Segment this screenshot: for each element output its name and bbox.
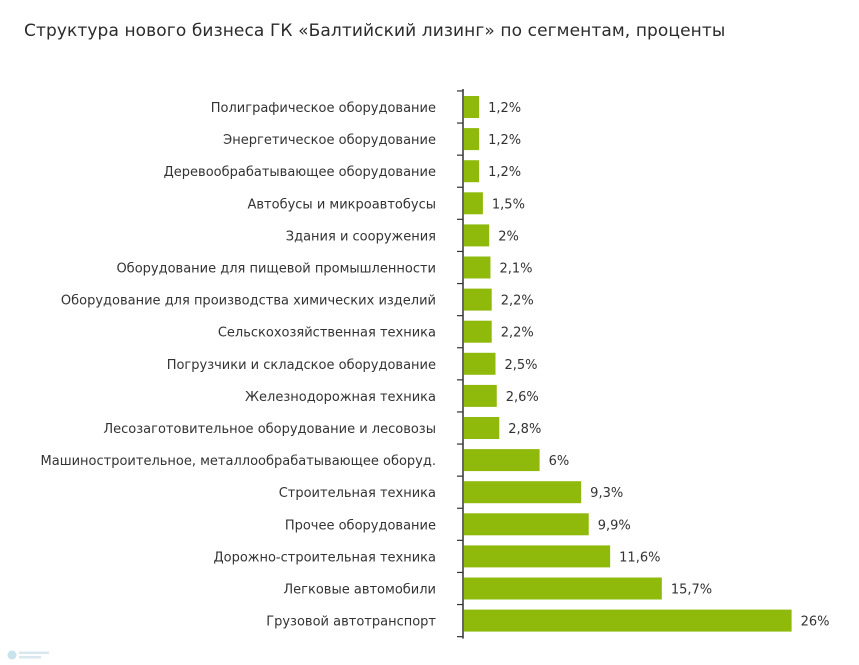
category-label: Оборудование для пищевой промышленности (116, 262, 436, 277)
value-label: 11,6% (619, 550, 660, 565)
value-label: 2,2% (501, 294, 534, 309)
category-labels: Полиграфическое оборудование Энергетическ… (41, 101, 437, 630)
bar (464, 352, 496, 375)
category-label: Дорожно-строительная техника (213, 550, 436, 565)
bar (464, 545, 611, 568)
value-label: 1,2% (488, 165, 521, 180)
bar (464, 417, 500, 439)
value-label: 2% (498, 229, 519, 244)
bar (464, 128, 480, 151)
value-label: 15,7% (671, 583, 712, 598)
bar (464, 384, 497, 407)
value-labels: 1,2% 1,2% 1,2% 1,5% 2% 2,1% 2,2% 2,2% 2,5% 2,6% 2,… (488, 101, 829, 630)
category-label: Сельскохозяйственная техника (218, 326, 436, 341)
bar (464, 577, 662, 600)
value-label: 1,2% (488, 133, 521, 148)
chart-title: Структура нового бизнеса ГК «Балтийский … (24, 21, 726, 41)
category-label: Полиграфическое оборудование (211, 101, 436, 116)
bars-layer (464, 96, 792, 632)
bar (464, 481, 582, 504)
value-label: 9,3% (590, 486, 623, 501)
category-label: Грузовой автотранспорт (266, 615, 436, 630)
value-label: 26% (801, 615, 830, 630)
value-label: 2,5% (505, 358, 538, 373)
category-axis (457, 88, 464, 639)
category-label: Здания и сооружения (286, 229, 436, 244)
bar (464, 256, 491, 279)
category-label: Строительная техника (279, 486, 436, 501)
value-label: 2,2% (501, 326, 534, 341)
category-label: Лесозаготовительное оборудование и лесов… (103, 422, 436, 437)
value-label: 2,6% (506, 390, 539, 405)
category-label: Автобусы и микроавтобусы (247, 197, 436, 212)
bar (464, 96, 480, 118)
category-label: Деревообрабатывающее оборудование (164, 165, 436, 180)
bar (464, 449, 540, 472)
category-label: Оборудование для производства химических… (61, 294, 436, 309)
bar (464, 320, 492, 343)
category-label: Погрузчики и складское оборудование (167, 358, 436, 373)
value-label: 1,2% (488, 101, 521, 116)
value-label: 9,9% (598, 518, 631, 533)
bar (464, 224, 490, 247)
bar (464, 513, 589, 536)
bar (464, 609, 792, 632)
bar (464, 288, 492, 311)
category-label: Железнодорожная техника (245, 390, 436, 405)
value-label: 2,1% (499, 262, 532, 277)
category-label: Машиностроительное, металлообрабатывающе… (41, 454, 436, 469)
logo-icon (7, 650, 49, 660)
bar (464, 192, 483, 215)
bar (464, 160, 480, 183)
value-label: 1,5% (492, 197, 525, 212)
value-label: 2,8% (508, 422, 541, 437)
value-label: 6% (549, 454, 570, 469)
category-label: Энергетическое оборудование (223, 133, 436, 148)
category-label: Прочее оборудование (285, 518, 436, 533)
category-label: Легковые автомобили (283, 583, 436, 598)
